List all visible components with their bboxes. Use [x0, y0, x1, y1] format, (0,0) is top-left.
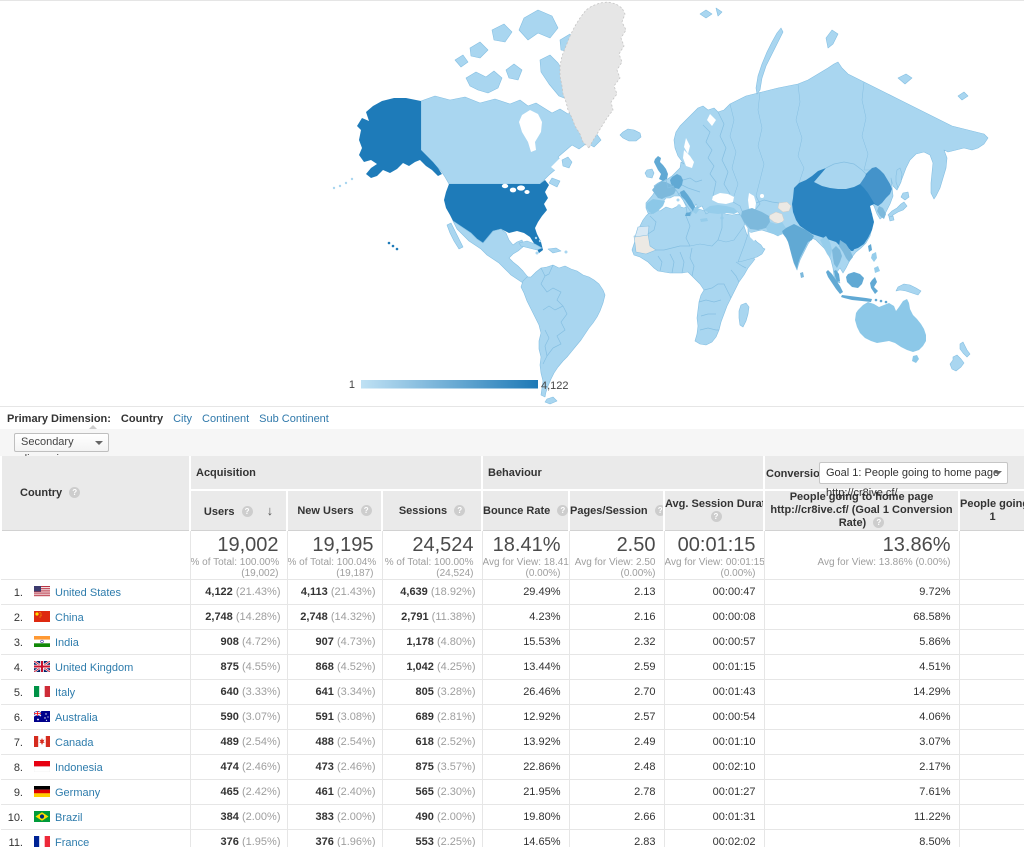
svg-text:1: 1 — [349, 379, 355, 391]
svg-text:4,122: 4,122 — [541, 380, 569, 392]
